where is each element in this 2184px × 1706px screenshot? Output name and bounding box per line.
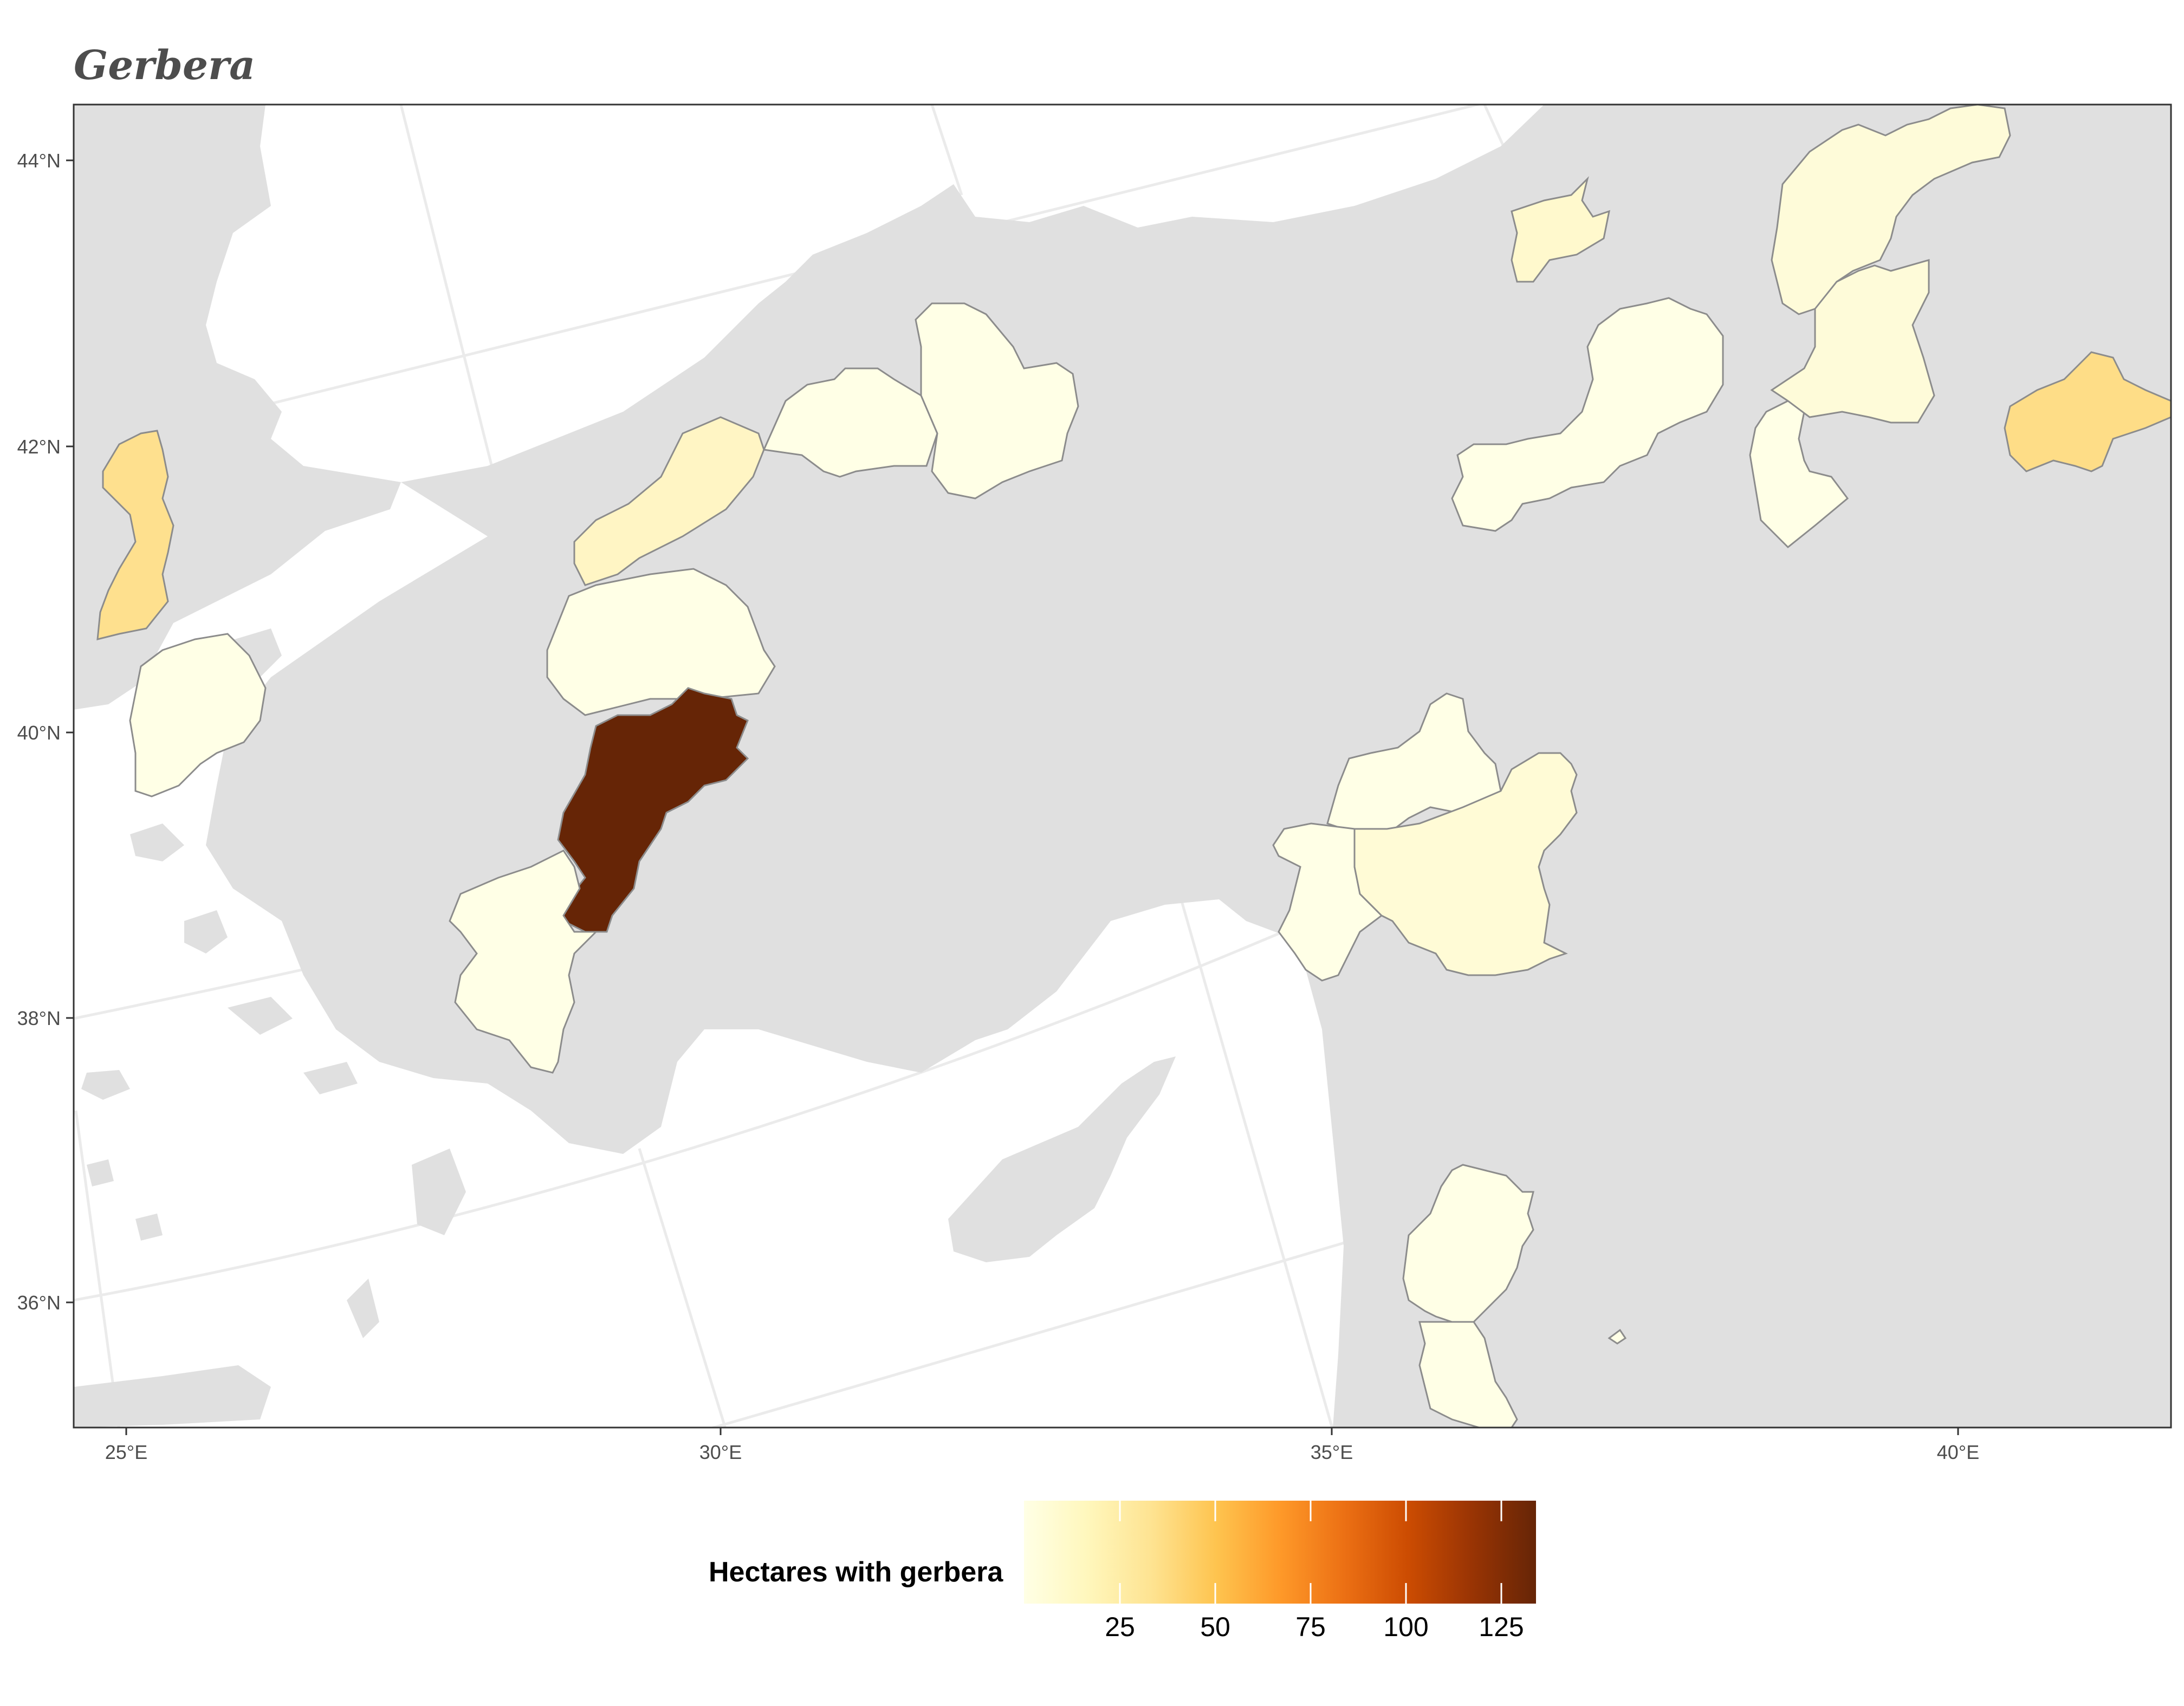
legend-title: Hectares with gerbera [709, 1556, 1003, 1588]
legend-tick-label: 100 [1383, 1612, 1428, 1642]
region-trabzon [1771, 105, 2011, 315]
map-panel [74, 105, 2171, 1428]
lat-label: 42°N [17, 436, 61, 458]
region-karabuk [915, 302, 1079, 500]
lon-axis: 25°E 30°E 35°E 40°E [105, 1428, 1979, 1463]
legend-colorbar: 25 50 75 100 125 [1024, 1501, 1536, 1642]
provinces [96, 105, 2171, 1428]
region-hatay-island [1608, 1328, 1627, 1345]
region-kilis [1418, 1321, 1518, 1428]
region-canakkale [129, 633, 267, 797]
region-kayseri-2 [1353, 752, 1578, 976]
panel-border [73, 103, 2172, 1429]
region-kutahya [557, 687, 749, 933]
region-samsun [1451, 297, 1724, 532]
lon-label: 35°E [1311, 1441, 1353, 1463]
legend-tick-label: 50 [1200, 1612, 1230, 1642]
lat-axis: 44°N 42°N 40°N 38°N 36°N [17, 150, 74, 1314]
region-kayseri [1326, 692, 1502, 835]
lat-label: 36°N [17, 1292, 61, 1314]
region-bursa [546, 568, 776, 716]
region-usak [449, 849, 598, 1074]
lat-label: 44°N [17, 150, 61, 172]
lon-label: 25°E [105, 1441, 147, 1463]
legend-tick-label: 125 [1479, 1612, 1524, 1642]
lat-label: 38°N [17, 1007, 61, 1029]
lon-label: 40°E [1937, 1441, 1979, 1463]
region-gumushane [1770, 259, 1935, 424]
region-gaziantep [1402, 1164, 1534, 1323]
legend-tick-label: 25 [1105, 1612, 1135, 1642]
region-edirne [96, 430, 174, 640]
region-sinop [1511, 176, 1610, 283]
legend-tick-label: 75 [1295, 1612, 1326, 1642]
region-erzurum [2004, 351, 2171, 472]
map-title: Gerbera [74, 42, 256, 89]
region-bilecik [573, 416, 765, 586]
lon-label: 30°E [699, 1441, 742, 1463]
lat-label: 40°N [17, 722, 61, 744]
legend-gradient-bar [1024, 1501, 1536, 1604]
graticule [74, 105, 1788, 1428]
legend-tick-marks [1119, 1501, 1502, 1604]
